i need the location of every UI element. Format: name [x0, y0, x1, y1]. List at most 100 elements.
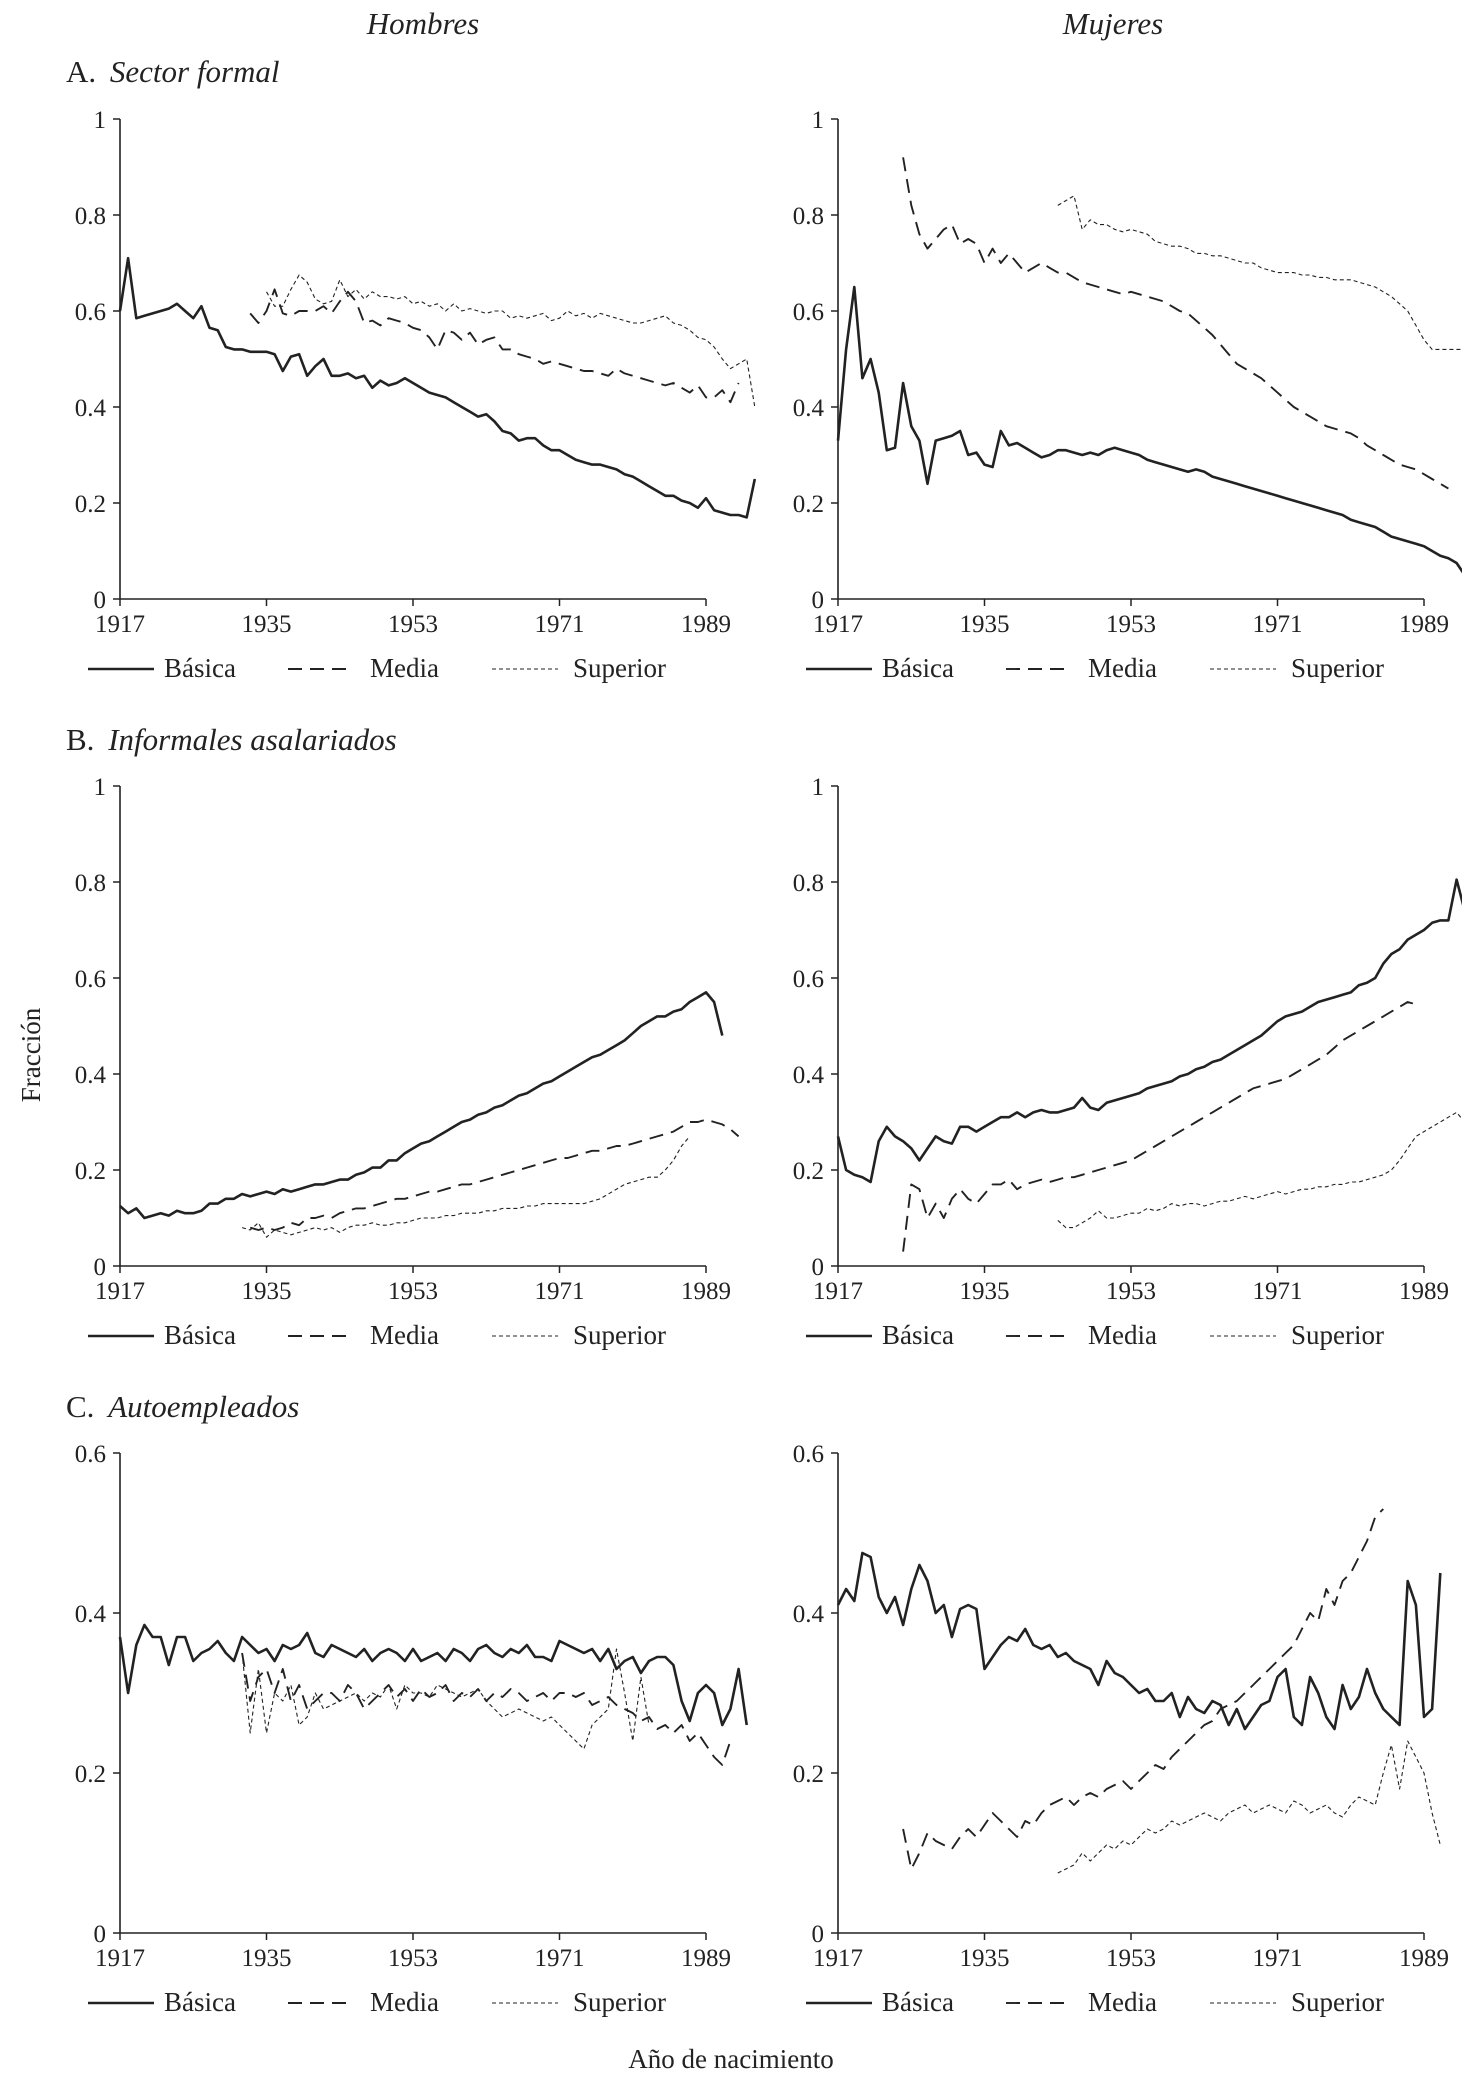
series-basica — [836, 285, 1462, 574]
y-tick-label: 0.8 — [793, 870, 824, 897]
series-basica — [836, 878, 1462, 1184]
series-media — [241, 1652, 732, 1766]
legend-label-superior: Superior — [1291, 1987, 1384, 2017]
y-tick-label: 1 — [94, 107, 107, 134]
x-tick-label: 1971 — [535, 1945, 585, 1972]
series-superior — [1057, 1740, 1441, 1874]
x-tick-label: 1935 — [242, 1278, 292, 1305]
x-tick-label: 1971 — [535, 611, 585, 638]
x-tick-label: 1971 — [535, 1278, 585, 1305]
legend-label-superior: Superior — [1291, 1320, 1384, 1350]
x-tick-label: 1917 — [95, 1278, 145, 1305]
legend-label-superior: Superior — [573, 1987, 666, 2017]
y-tick-label: 0.6 — [793, 299, 824, 326]
y-tick-label: 0.6 — [793, 966, 824, 993]
panel-name-b: Informales asalariados — [107, 722, 397, 757]
series-superior — [1057, 1111, 1462, 1229]
chart-b-hombres: 0 0.2 0.4 0.6 0.8 1 1917 1935 1953 1971 1989 Básica… — [75, 774, 740, 1350]
panel-name-c: Autoempleados — [106, 1389, 299, 1424]
y-tick-label: 1 — [812, 107, 825, 134]
series-basica — [118, 1623, 748, 1727]
x-tick-label: 1953 — [388, 1945, 438, 1972]
y-tick-label: 0.4 — [75, 1062, 107, 1089]
legend-label-basica: Básica — [882, 653, 954, 683]
x-tick-label: 1917 — [95, 1945, 145, 1972]
panel-title-a: A. Sector formal — [66, 54, 280, 89]
legend: Básica Media Superior — [806, 1320, 1384, 1350]
x-tick-label: 1935 — [960, 611, 1010, 638]
legend-label-basica: Básica — [164, 653, 236, 683]
x-axis-label: Año de nacimiento — [628, 2044, 833, 2074]
y-tick-label: 0.8 — [75, 203, 106, 230]
chart-a-mujeres: 0 0.2 0.4 0.6 0.8 1 1917 1935 1953 1971 1989 Básica… — [793, 107, 1462, 683]
y-tick-label: 0.2 — [793, 1761, 824, 1788]
y-tick-label: 0.8 — [75, 870, 106, 897]
series-basica — [119, 991, 724, 1220]
legend: Básica Media Superior — [806, 1987, 1384, 2017]
series-media — [902, 157, 1449, 490]
x-tick-label: 1953 — [388, 1278, 438, 1305]
x-tick-label: 1917 — [813, 611, 863, 638]
x-tick-label: 1989 — [681, 1945, 731, 1972]
chart-b-mujeres: 0 0.2 0.4 0.6 0.8 1 1917 1935 1953 1971 1989 Básica… — [793, 774, 1462, 1350]
chart-c-mujeres: 0 0.2 0.4 0.6 1917 1935 1953 1971 1989 Básica Medi… — [793, 1441, 1449, 2017]
x-tick-label: 1989 — [1399, 1945, 1449, 1972]
series-media — [902, 1001, 1417, 1252]
y-tick-label: 0.6 — [75, 966, 106, 993]
y-axis-label: Fracción — [16, 1007, 46, 1102]
series-superior — [1057, 195, 1462, 350]
legend-label-basica: Básica — [882, 1320, 954, 1350]
x-tick-label: 1917 — [95, 611, 145, 638]
chart-a-hombres: 0 0.2 0.4 0.6 0.8 1 1917 1935 1953 1971 1989 Básica… — [75, 107, 757, 683]
y-tick-label: 0.2 — [793, 1158, 824, 1185]
legend-label-basica: Básica — [164, 1320, 236, 1350]
legend-label-media: Media — [370, 1320, 439, 1350]
series-superior — [241, 1136, 691, 1238]
x-tick-label: 1953 — [1106, 611, 1156, 638]
x-tick-label: 1935 — [960, 1945, 1010, 1972]
x-tick-label: 1953 — [1106, 1945, 1156, 1972]
y-tick-label: 0 — [94, 1254, 107, 1281]
legend-label-media: Media — [1088, 1320, 1157, 1350]
x-tick-label: 1971 — [1253, 1278, 1303, 1305]
y-tick-label: 1 — [94, 774, 107, 801]
y-tick-label: 0.2 — [793, 491, 824, 518]
x-tick-label: 1989 — [681, 611, 731, 638]
y-tick-label: 0.2 — [75, 1158, 106, 1185]
y-tick-label: 0.4 — [793, 395, 825, 422]
x-tick-label: 1935 — [242, 611, 292, 638]
panel-title-b: B. Informales asalariados — [66, 722, 397, 757]
panel-letter-a: A. — [66, 54, 96, 89]
col-header-hombres: Hombres — [366, 6, 480, 41]
x-tick-label: 1971 — [1253, 1945, 1303, 1972]
x-tick-label: 1935 — [960, 1278, 1010, 1305]
y-tick-label: 0.4 — [75, 395, 107, 422]
legend-label-media: Media — [1088, 653, 1157, 683]
legend-label-superior: Superior — [1291, 653, 1384, 683]
panel-title-c: C. Autoempleados — [66, 1389, 299, 1424]
x-tick-label: 1917 — [813, 1278, 863, 1305]
series-media — [249, 288, 740, 404]
legend-label-media: Media — [1088, 1987, 1157, 2017]
legend: Básica Media Superior — [88, 1320, 666, 1350]
x-tick-label: 1989 — [1399, 611, 1449, 638]
y-tick-label: 0.8 — [793, 203, 824, 230]
x-tick-label: 1917 — [813, 1945, 863, 1972]
legend-label-basica: Básica — [882, 1987, 954, 2017]
x-tick-label: 1989 — [681, 1278, 731, 1305]
x-tick-label: 1935 — [242, 1945, 292, 1972]
x-tick-label: 1989 — [1399, 1278, 1449, 1305]
y-tick-label: 0.6 — [75, 1441, 106, 1468]
panel-letter-c: C. — [66, 1389, 94, 1424]
series-superior — [266, 274, 756, 408]
y-tick-label: 0.6 — [75, 299, 106, 326]
col-header-mujeres: Mujeres — [1062, 6, 1163, 41]
legend: Básica Media Superior — [88, 653, 666, 683]
legend-label-superior: Superior — [573, 653, 666, 683]
y-tick-label: 0.4 — [75, 1601, 107, 1628]
series-basica — [836, 1551, 1442, 1731]
series-basica — [118, 256, 757, 519]
panel-letter-b: B. — [66, 722, 94, 757]
legend: Básica Media Superior — [806, 653, 1384, 683]
